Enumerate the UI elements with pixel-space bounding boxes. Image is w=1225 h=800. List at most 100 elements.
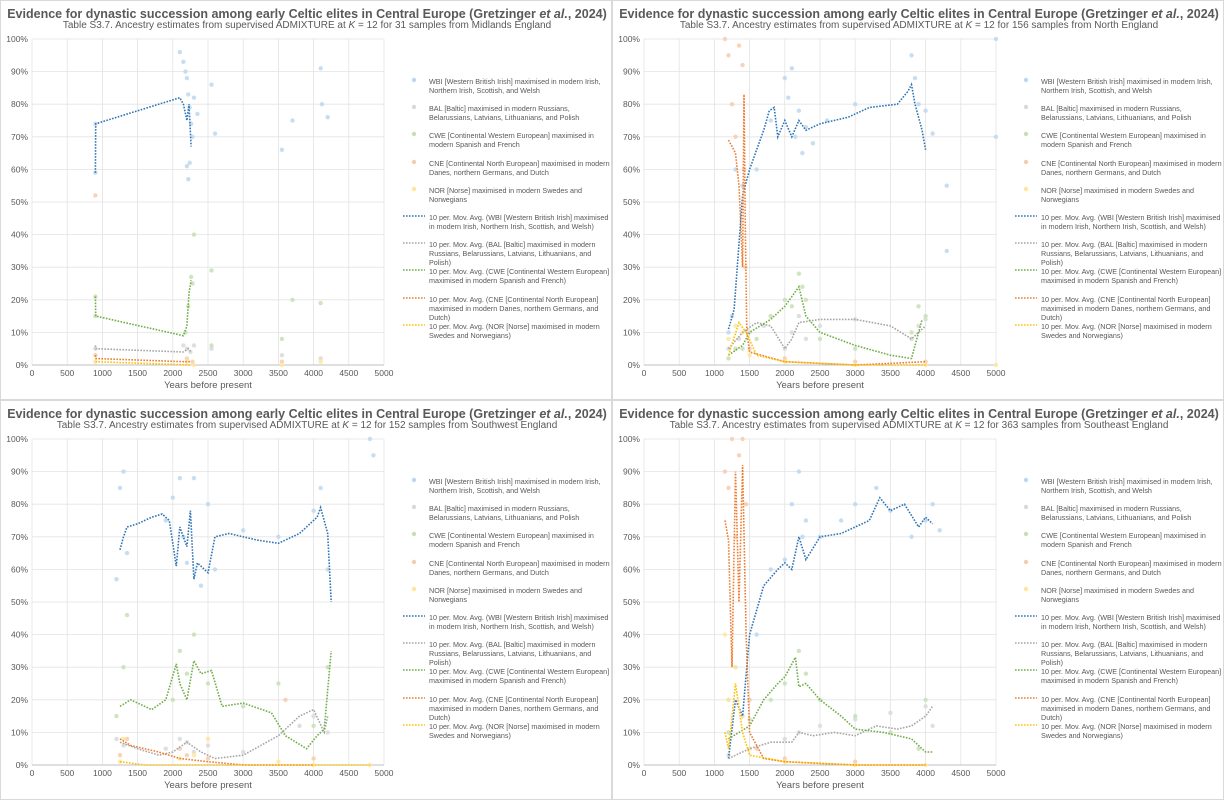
chart-panel-southeast: 0 500 1000 1500 2000 2500 3000 3500 4000 4500 5000… bbox=[612, 400, 1224, 800]
scatter-point-cwe bbox=[853, 713, 858, 719]
legend-label: 10 per. Mov. Avg. (WBI [Western British … bbox=[429, 212, 609, 231]
scatter-point-wbi bbox=[212, 131, 218, 136]
y-tick-label: 0% bbox=[628, 360, 641, 370]
legend-item: 10 per. Mov. Avg. (BAL [Baltic] maximise… bbox=[401, 640, 611, 667]
chart-panel-north: 0 500 1000 1500 2000 2500 3000 3500 4000 4500 5000… bbox=[612, 0, 1224, 400]
y-tick-label: 100% bbox=[618, 34, 640, 44]
scatter-point-cwe bbox=[209, 343, 214, 348]
legend-label: 10 per. Mov. Avg. (WBI [Western British … bbox=[1041, 212, 1221, 231]
y-tick-label: 100% bbox=[6, 34, 28, 44]
scatter-point-wbi bbox=[371, 453, 376, 458]
scatter-point-wbi bbox=[319, 102, 325, 107]
scatter-point-wbi bbox=[163, 518, 168, 523]
legend-item: BAL [Baltic] maximised in modern Russian… bbox=[401, 504, 611, 531]
legend-marker-symbol bbox=[411, 504, 417, 510]
y-tick-label: 60% bbox=[623, 164, 640, 174]
scatter-point-cne bbox=[722, 469, 728, 474]
x-tick-label: 1000 bbox=[705, 368, 724, 378]
scatter-point-bal bbox=[796, 313, 802, 319]
y-tick-label: 60% bbox=[11, 164, 28, 174]
x-tick-label: 2500 bbox=[199, 768, 218, 778]
legend-marker-symbol bbox=[411, 186, 417, 191]
scatter-point-cne bbox=[279, 359, 285, 364]
x-tick-label: 4000 bbox=[304, 768, 323, 778]
chart-title: Evidence for dynastic succession among e… bbox=[619, 407, 1219, 421]
legend-item: 10 per. Mov. Avg. (NOR [Norse] maximised… bbox=[1013, 322, 1223, 349]
chart-legend: WBI [Western British Irish] maximised in… bbox=[401, 77, 611, 349]
scatter-point-wbi bbox=[290, 118, 295, 123]
legend-item: 10 per. Mov. Avg. (CWE [Continental West… bbox=[1013, 667, 1223, 694]
scatter-point-wbi bbox=[853, 102, 858, 107]
legend-item: CNE [Continental North European] maximis… bbox=[1013, 159, 1223, 186]
scatter-point-bal bbox=[121, 743, 126, 748]
x-tick-label: 3000 bbox=[846, 768, 865, 778]
scatter-point-cwe bbox=[800, 284, 805, 289]
scatter-point-nor bbox=[311, 762, 316, 768]
x-tick-label: 5000 bbox=[987, 368, 1006, 378]
moving-average-line-nor bbox=[724, 683, 926, 766]
legend-item: BAL [Baltic] maximised in modern Russian… bbox=[401, 104, 611, 131]
y-tick-label: 90% bbox=[623, 467, 640, 477]
legend-marker-symbol bbox=[1023, 132, 1029, 137]
legend-line-symbol bbox=[403, 215, 425, 217]
moving-average-line-bal bbox=[94, 345, 192, 353]
scatter-point-bal bbox=[205, 743, 211, 748]
scatter-point-wbi bbox=[789, 66, 795, 71]
moving-average-line-cwe bbox=[119, 650, 332, 750]
legend-item: 10 per. Mov. Avg. (NOR [Norse] maximised… bbox=[401, 722, 611, 749]
scatter-point-wbi bbox=[993, 134, 999, 139]
scatter-point-cwe bbox=[853, 346, 858, 351]
scatter-point-wbi bbox=[754, 632, 759, 637]
legend-label: 10 per. Mov. Avg. (NOR [Norse] maximised… bbox=[429, 321, 600, 340]
chart-plot-midlands: 0 500 1000 1500 2000 2500 3000 3500 4000 4500 5000… bbox=[6, 34, 393, 391]
scatter-point-bal bbox=[789, 330, 795, 335]
legend-label: BAL [Baltic] maximised in modern Russian… bbox=[1041, 504, 1192, 523]
legend-line-symbol bbox=[1015, 242, 1037, 244]
legend-marker-symbol bbox=[1023, 104, 1029, 110]
scatter-point-bal bbox=[181, 343, 186, 348]
legend-label: NOR [Norse] maximised in modern Swedes a… bbox=[429, 585, 582, 604]
x-tick-label: 3000 bbox=[234, 368, 253, 378]
legend-marker-symbol bbox=[1023, 532, 1029, 537]
scatter-point-wbi bbox=[789, 502, 795, 507]
scatter-point-cwe bbox=[726, 356, 731, 361]
scatter-point-nor bbox=[747, 353, 752, 358]
scatter-point-bal bbox=[817, 323, 823, 329]
legend-item: 10 per. Mov. Avg. (WBI [Western British … bbox=[1013, 613, 1223, 640]
legend-item: 10 per. Mov. Avg. (WBI [Western British … bbox=[401, 613, 611, 640]
x-tick-label: 0 bbox=[642, 768, 647, 778]
y-tick-label: 50% bbox=[623, 597, 640, 607]
chart-plot-southeast: 0 500 1000 1500 2000 2500 3000 3500 4000 4500 5000… bbox=[618, 434, 1005, 791]
scatter-point-bal bbox=[311, 713, 316, 719]
legend-label: CWE [Continental Western European] maxim… bbox=[429, 531, 594, 550]
legend-label: BAL [Baltic] maximised in modern Russian… bbox=[1041, 104, 1192, 123]
scatter-point-cne bbox=[736, 453, 742, 458]
scatter-point-wbi bbox=[184, 75, 190, 81]
y-tick-label: 80% bbox=[11, 99, 28, 109]
legend-marker-symbol bbox=[1023, 159, 1029, 164]
y-tick-label: 60% bbox=[623, 564, 640, 574]
y-tick-label: 40% bbox=[11, 630, 28, 640]
scatter-point-cwe bbox=[124, 612, 130, 618]
scatter-point-nor bbox=[318, 359, 323, 364]
scatter-point-wbi bbox=[793, 134, 798, 139]
chart-title: Evidence for dynastic succession among e… bbox=[619, 7, 1219, 21]
scatter-point-bal bbox=[325, 730, 330, 735]
scatter-point-wbi bbox=[209, 82, 214, 87]
legend-item: BAL [Baltic] maximised in modern Russian… bbox=[1013, 504, 1223, 531]
legend-line-symbol bbox=[1015, 696, 1037, 699]
scatter-point-nor bbox=[726, 336, 731, 342]
scatter-point-cne bbox=[722, 36, 728, 42]
scatter-point-wbi bbox=[184, 560, 190, 566]
scatter-point-nor bbox=[722, 632, 728, 637]
scatter-point-cwe bbox=[789, 304, 795, 309]
y-tick-label: 10% bbox=[11, 727, 28, 737]
x-tick-label: 3500 bbox=[881, 768, 900, 778]
scatter-point-wbi bbox=[114, 576, 119, 582]
moving-average-line-nor bbox=[119, 760, 370, 766]
x-axis-title: Years before present bbox=[776, 780, 864, 791]
x-tick-label: 2500 bbox=[811, 368, 830, 378]
scatter-point-cwe bbox=[276, 681, 281, 686]
scatter-point-cwe bbox=[782, 681, 787, 686]
legend-label: 10 per. Mov. Avg. (CNE [Continental Nort… bbox=[429, 694, 599, 722]
